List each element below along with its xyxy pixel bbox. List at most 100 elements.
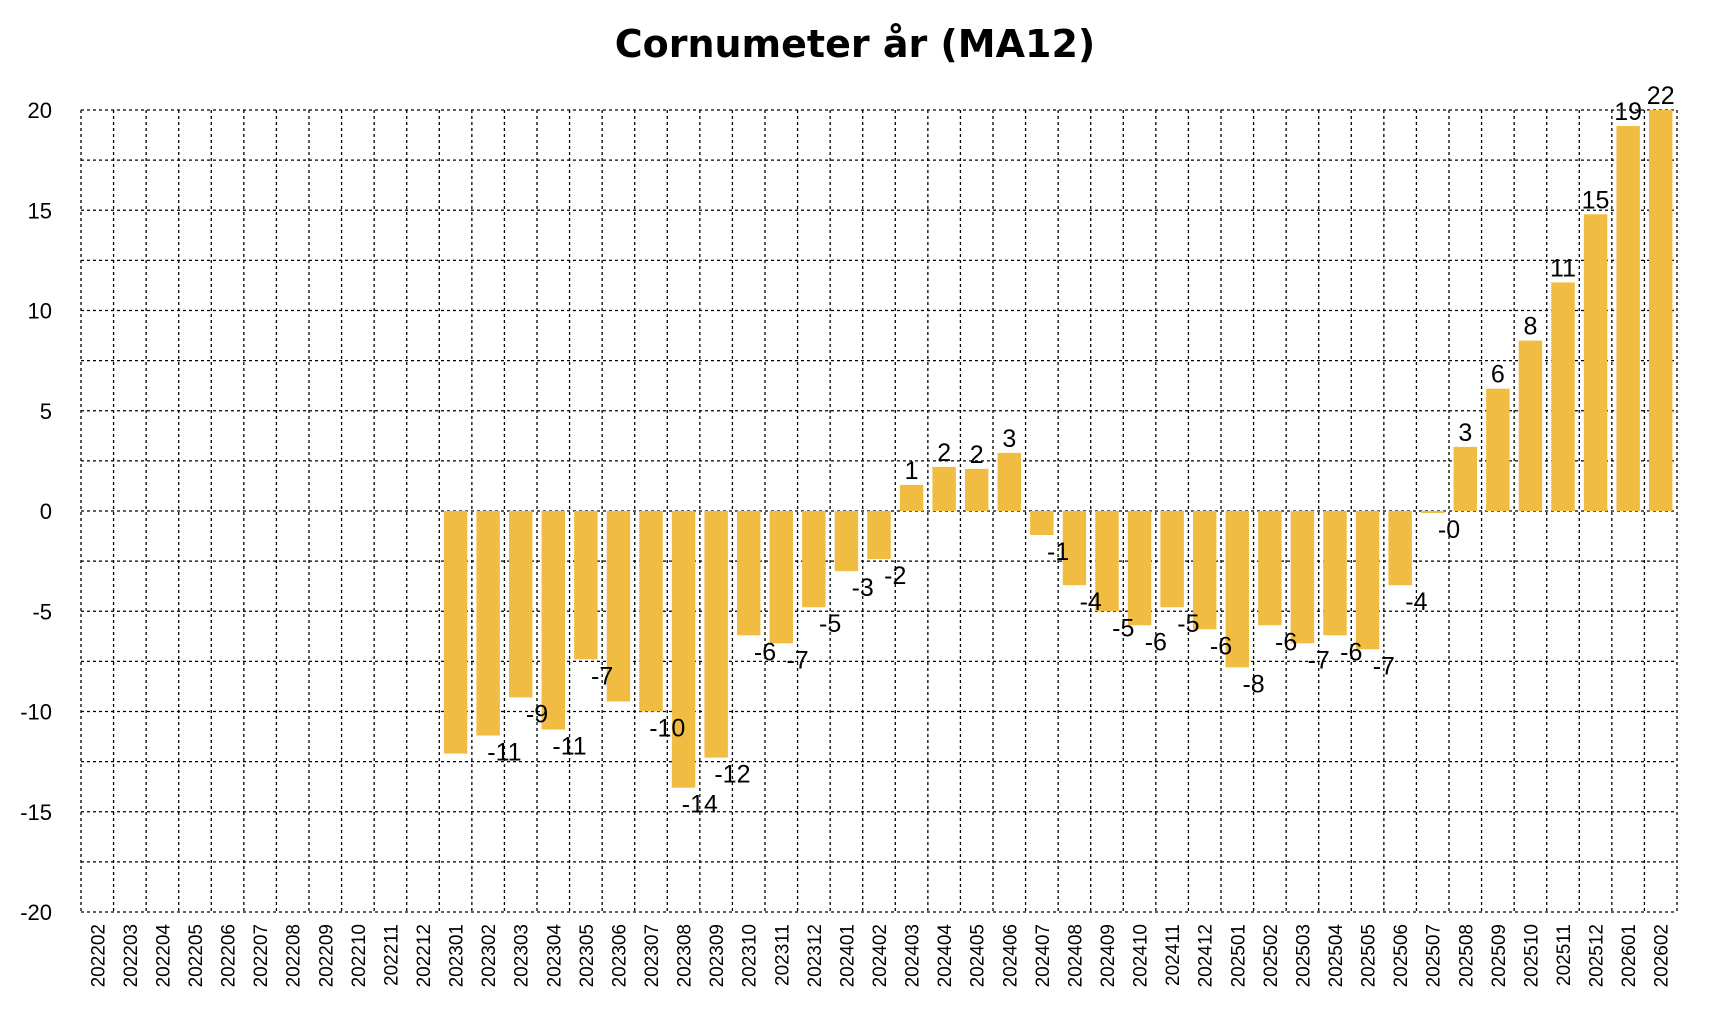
- x-tick-label: 202410: [1131, 924, 1152, 987]
- data-label: 8: [1523, 313, 1537, 341]
- bar: [769, 511, 794, 644]
- bar: [932, 466, 956, 511]
- bar: [1290, 511, 1315, 644]
- data-label: -4: [1405, 588, 1427, 616]
- y-tick-label: 0: [40, 499, 52, 524]
- bar: [476, 511, 500, 736]
- x-tick-label: 202405: [968, 924, 989, 987]
- x-tick-label: 202412: [1196, 924, 1217, 987]
- bar: [1616, 126, 1640, 511]
- y-tick-label: -15: [20, 800, 52, 825]
- x-tick-label: 202503: [1293, 924, 1314, 987]
- bar: [1127, 511, 1152, 626]
- bar: [1551, 282, 1575, 511]
- data-label: -6: [1210, 632, 1232, 660]
- bar: [1518, 340, 1543, 511]
- y-tick-label: -20: [20, 900, 52, 925]
- x-tick-label: 202602: [1652, 924, 1673, 987]
- y-tick-label: -5: [32, 599, 52, 624]
- x-tick-label: 202508: [1456, 924, 1477, 987]
- data-label: -7: [786, 646, 808, 674]
- data-label: -2: [884, 562, 906, 590]
- y-tick-label: 5: [40, 399, 52, 424]
- x-tick-label: 202505: [1359, 924, 1380, 987]
- chart-title: Cornumeter år (MA12): [614, 22, 1096, 66]
- x-tick-label: 202404: [935, 924, 956, 988]
- x-tick-label: 202307: [642, 924, 663, 987]
- x-tick-label: 202406: [1000, 924, 1021, 987]
- x-tick-label: 202511: [1554, 924, 1575, 986]
- bar: [736, 511, 761, 636]
- x-tick-label: 202204: [153, 924, 174, 988]
- grid: [80, 109, 1678, 913]
- x-tick-label: 202506: [1391, 924, 1412, 987]
- data-label: 1: [905, 457, 919, 485]
- data-label: -8: [1242, 670, 1264, 698]
- data-label: -7: [591, 662, 613, 690]
- x-tick-label: 202209: [316, 924, 337, 987]
- bar: [867, 511, 891, 560]
- x-tick-label: 202206: [219, 924, 240, 987]
- x-tick-label: 202212: [414, 924, 435, 987]
- data-labels: -11-9-11-7-10-14-12-6 -7-5-3 -212 23-1-4-5-…: [487, 82, 1674, 819]
- bar: [1388, 511, 1412, 586]
- bar: [1030, 511, 1054, 536]
- bar: [802, 511, 826, 608]
- x-tick-label: 202510: [1521, 924, 1542, 987]
- y-tick-label: 15: [28, 198, 52, 223]
- x-tick-label: 202205: [186, 924, 207, 987]
- data-label: 3: [1458, 419, 1472, 447]
- bar: [964, 468, 989, 511]
- data-label: -6: [1145, 628, 1167, 656]
- bar: [1583, 214, 1608, 511]
- bars: [443, 110, 1673, 788]
- x-tick-label: 202202: [88, 924, 109, 987]
- bar: [1095, 511, 1119, 612]
- data-label: -10: [649, 715, 685, 743]
- data-label: -1: [1047, 538, 1069, 566]
- x-tick-label: 202312: [805, 924, 826, 987]
- x-tick-label: 202601: [1619, 924, 1640, 987]
- x-tick-label: 202401: [837, 924, 858, 987]
- bar: [1062, 511, 1087, 586]
- data-label: -14: [682, 791, 718, 819]
- bar: [834, 511, 859, 572]
- data-label: 2: [937, 439, 951, 467]
- x-tick-label: 202407: [1033, 924, 1054, 987]
- x-tick-label: 202507: [1424, 924, 1445, 987]
- bar: [671, 511, 696, 788]
- x-tick-label: 202210: [349, 924, 370, 987]
- data-label: -4: [1080, 588, 1102, 616]
- data-label: -7: [1373, 652, 1395, 680]
- data-label: -0: [1438, 516, 1460, 544]
- data-label: -12: [714, 761, 750, 789]
- data-label: 6: [1491, 361, 1505, 389]
- x-tick-label: 202308: [675, 924, 696, 987]
- bar: [1160, 511, 1184, 608]
- bar: [639, 511, 663, 712]
- x-tick-label: 202411: [1163, 924, 1184, 986]
- x-tick-label: 202305: [577, 924, 598, 987]
- x-tick-label: 202509: [1489, 924, 1510, 987]
- x-tick-label: 202504: [1326, 924, 1347, 988]
- data-label: -5: [819, 610, 841, 638]
- data-label: 3: [1002, 425, 1016, 453]
- data-label: -5: [1177, 610, 1199, 638]
- x-tick-label: 202402: [870, 924, 891, 987]
- bar: [1486, 388, 1510, 511]
- bar: [899, 484, 924, 511]
- x-tick-label: 202301: [447, 924, 468, 987]
- data-label: -11: [552, 733, 586, 761]
- bar: [606, 511, 631, 702]
- y-axis-ticks: 20 15 10 5 0 -5 -10 -15 -20: [20, 98, 52, 925]
- bar: [541, 511, 566, 730]
- data-label: 22: [1647, 82, 1675, 110]
- y-tick-label: 10: [28, 299, 52, 324]
- x-tick-label: 202306: [609, 924, 630, 987]
- y-tick-label: 20: [28, 98, 52, 123]
- bar: [1453, 446, 1478, 511]
- data-label: -3: [852, 574, 874, 602]
- x-tick-label: 202208: [284, 924, 305, 987]
- data-label: -11: [487, 739, 521, 767]
